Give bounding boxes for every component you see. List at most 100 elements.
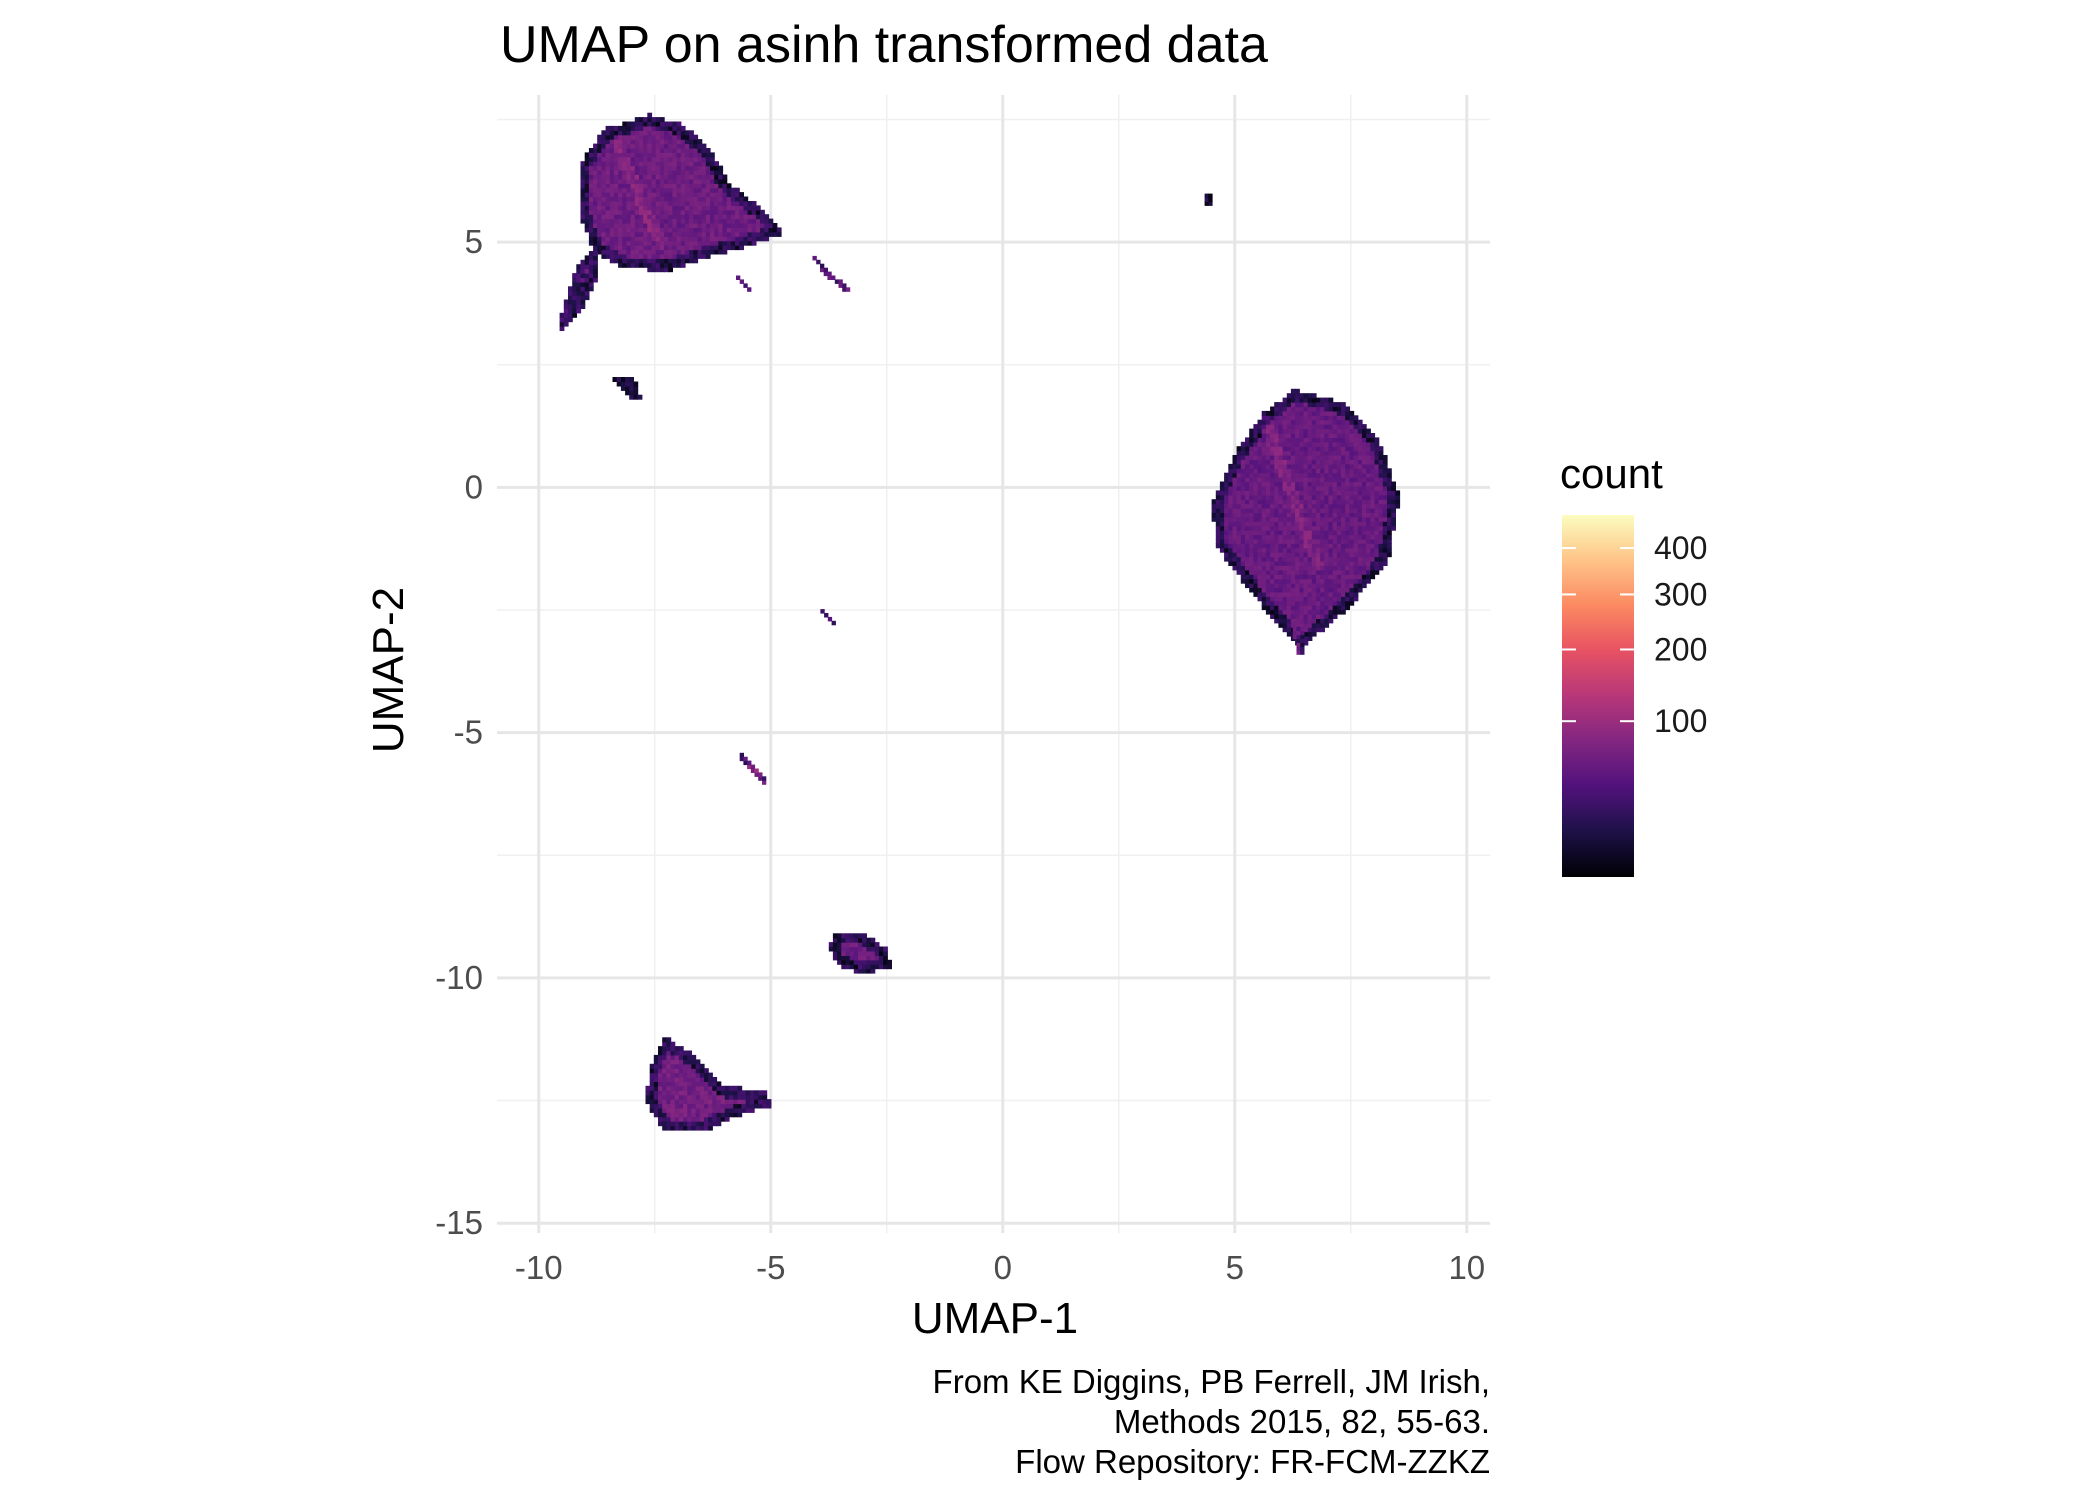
heatmap-cell — [1378, 547, 1384, 553]
heatmap-cell — [622, 139, 628, 145]
heatmap-cell — [1349, 433, 1355, 438]
heatmap-cell — [776, 231, 782, 237]
heatmap-cell — [1349, 512, 1355, 518]
heatmap-cell — [764, 236, 770, 242]
heatmap-cell — [1320, 512, 1325, 518]
heatmap-cell — [1295, 503, 1300, 509]
heatmap-cell — [655, 125, 661, 131]
heatmap-cell — [605, 253, 611, 259]
heatmap-cell — [658, 1046, 663, 1052]
heatmap-cell — [718, 227, 724, 233]
heatmap-cell — [1307, 574, 1313, 580]
heatmap-cell — [1303, 618, 1309, 624]
heatmap-cell — [1341, 578, 1346, 584]
heatmap-cell — [768, 227, 774, 233]
heatmap-cell — [1357, 503, 1363, 509]
heatmap-cell — [689, 152, 694, 158]
heatmap-cell — [1253, 561, 1259, 566]
heatmap-cell — [735, 192, 740, 198]
heatmap-cell — [870, 946, 876, 952]
heatmap-cell — [655, 258, 661, 264]
heatmap-cell — [1278, 437, 1284, 443]
heatmap-cell — [1361, 561, 1367, 566]
heatmap-cell — [674, 1103, 680, 1109]
heatmap-cell — [1349, 574, 1355, 580]
heatmap-cell — [1257, 596, 1263, 602]
heatmap-cell — [618, 249, 623, 255]
heatmap-cell — [584, 268, 590, 274]
heatmap-cell — [668, 262, 673, 268]
heatmap-cell — [1261, 424, 1267, 430]
heatmap-cell — [1290, 565, 1296, 571]
heatmap-cell — [639, 201, 644, 206]
heatmap-cell — [672, 187, 678, 193]
heatmap-cell — [1320, 463, 1325, 469]
heatmap-cell — [1290, 499, 1296, 505]
heatmap-cell — [739, 223, 744, 228]
heatmap-cell — [658, 1121, 663, 1127]
heatmap-cell — [1370, 512, 1376, 518]
heatmap-cell — [1265, 428, 1271, 434]
heatmap-cell — [597, 205, 602, 211]
heatmap-cell — [1265, 419, 1271, 425]
heatmap-cell — [1245, 441, 1250, 447]
heatmap-cell — [1328, 508, 1334, 513]
heatmap-cell — [762, 776, 767, 781]
heatmap-cell — [705, 201, 711, 206]
heatmap-cell — [1278, 419, 1284, 425]
heatmap-cell — [1311, 503, 1317, 509]
heatmap-cell — [687, 1125, 692, 1131]
heatmap-cell — [687, 1116, 692, 1122]
heatmap-cell — [735, 240, 740, 246]
heatmap-cell — [1353, 441, 1359, 447]
heatmap-cell — [672, 258, 678, 264]
heatmap-cell — [1292, 626, 1298, 632]
heatmap-cell — [708, 1107, 713, 1113]
heatmap-cell — [680, 214, 686, 220]
heatmap-cell — [1295, 578, 1300, 584]
heatmap-cell — [630, 249, 636, 255]
heatmap-cell — [1357, 428, 1363, 434]
heatmap-cell — [1382, 494, 1388, 500]
heatmap-cell — [1311, 525, 1317, 531]
heatmap-cell — [1361, 516, 1367, 522]
heatmap-cell — [1257, 547, 1263, 553]
heatmap-cell — [655, 156, 661, 162]
heatmap-cell — [1316, 587, 1321, 593]
heatmap-cell — [597, 139, 602, 145]
heatmap-cell — [737, 1094, 743, 1100]
heatmap-cell — [708, 1116, 713, 1122]
heatmap-cell — [762, 1103, 768, 1109]
heatmap-cell — [1274, 614, 1279, 619]
heatmap-cell — [618, 170, 623, 175]
heatmap-cell — [1320, 415, 1325, 421]
heatmap-cell — [758, 1099, 763, 1105]
heatmap-cell — [1328, 459, 1334, 465]
heatmap-cell — [622, 134, 628, 140]
heatmap-cell — [613, 148, 619, 153]
heatmap-cell — [674, 1090, 680, 1096]
heatmap-cell — [634, 249, 640, 255]
heatmap-cell — [1366, 556, 1371, 562]
heatmap-cell — [1261, 578, 1267, 584]
heatmap-cell — [1278, 402, 1284, 408]
heatmap-cell — [580, 290, 586, 296]
heatmap-cell — [1311, 543, 1317, 549]
heatmap-cell — [1332, 503, 1338, 509]
heatmap-cell — [1282, 565, 1288, 571]
heatmap-cell — [714, 209, 719, 215]
heatmap-cell — [1341, 556, 1346, 562]
heatmap-cell — [710, 249, 715, 255]
heatmap-cell — [609, 249, 615, 255]
heatmap-cell — [662, 1041, 667, 1047]
heatmap-cell — [622, 236, 628, 242]
heatmap-cell — [1387, 481, 1392, 487]
heatmap-cell — [883, 964, 888, 970]
heatmap-cell — [697, 170, 703, 175]
heatmap-cell — [1282, 397, 1288, 403]
heatmap-cell — [858, 968, 863, 974]
heatmap-cell — [1245, 569, 1250, 575]
heatmap-cell — [1261, 437, 1267, 443]
heatmap-cell — [1316, 485, 1321, 491]
